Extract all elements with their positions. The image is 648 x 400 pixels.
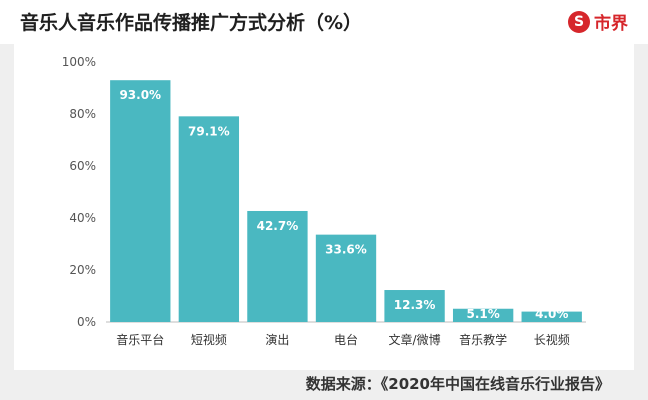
y-tick-label: 40% [69, 211, 96, 225]
brand-logo: S 市界 [568, 9, 628, 34]
y-tick-label: 60% [69, 159, 96, 173]
data-label: 42.7% [257, 219, 299, 233]
x-tick-label: 演出 [265, 332, 289, 347]
circle-s-logo-icon: S [568, 10, 590, 33]
x-tick-label: 长视频 [534, 332, 570, 347]
data-label: 5.1% [467, 307, 500, 321]
chart-panel: 0% 20% 40% 60% 80% 100% 93.0% 音乐平台 79.1% 短视频 42.7%… [14, 44, 634, 370]
y-tick-label: 100% [62, 55, 96, 69]
data-label: 79.1% [188, 124, 230, 138]
bar [110, 80, 171, 322]
y-tick-label: 0% [77, 315, 96, 329]
bar [384, 290, 445, 322]
data-label: 33.6% [325, 243, 367, 257]
x-tick-label: 音乐教学 [459, 332, 507, 347]
x-tick-label: 电台 [334, 332, 358, 347]
page-title: 音乐人音乐作品传播推广方式分析（%） [20, 12, 363, 34]
bar [315, 234, 377, 322]
header-bar: 音乐人音乐作品传播推广方式分析（%） S 市界 [0, 0, 648, 44]
bar-chart: 0% 20% 40% 60% 80% 100% 93.0% 音乐平台 79.1% 短视频 42.7%… [62, 55, 586, 347]
x-tick-label: 音乐平台 [116, 332, 164, 347]
y-tick-label: 20% [69, 263, 96, 277]
data-label: 93.0% [119, 88, 161, 102]
data-label: 4.0% [535, 307, 568, 321]
brand-name: 市界 [594, 14, 628, 34]
bar [521, 311, 582, 322]
bar [178, 116, 240, 322]
data-label: 12.3% [394, 298, 436, 312]
source-note: 数据来源：《2020年中国在线音乐行业报告》 [305, 375, 610, 393]
x-tick-label: 短视频 [191, 332, 227, 347]
bar [452, 308, 514, 322]
y-tick-label: 80% [69, 107, 96, 121]
x-tick-label: 文章/微博 [389, 332, 441, 347]
bar [247, 210, 308, 322]
